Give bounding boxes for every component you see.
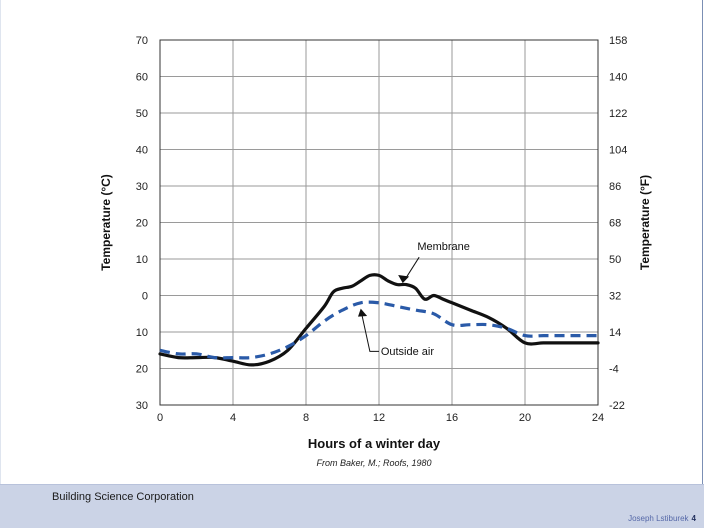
y-tick-label-right: 122 [609,108,627,120]
y-tick-label-left: 50 [136,108,148,120]
footer-author: Joseph Lstiburek [628,514,689,523]
annotation-outside-air: Outside air [381,346,435,358]
x-tick-label: 16 [446,412,458,424]
y-tick-label-right: 158 [609,35,627,47]
series-line-membrane [158,273,600,367]
y-tick-label-right: 14 [609,327,621,339]
series-layer [158,273,600,367]
x-tick-label: 24 [592,412,604,424]
y-tick-label-right: 50 [609,254,621,266]
y-axis-label-right: Temperature (°F) [638,175,652,270]
y-tick-label-left: 40 [136,145,148,157]
y-tick-label-left: 70 [136,35,148,47]
temperature-chart: 0 4 8 12 16 20 24 70 60 50 40 30 20 10 0 10 20 30 158 140 12… [99,35,652,468]
annotation-membrane: Membrane [417,241,470,253]
x-axis-label: Hours of a winter day [308,436,441,451]
slide-frame [0,0,703,484]
series-line-outside-air [159,300,598,360]
grid [159,39,599,406]
y-tick-label-right: -4 [609,364,619,376]
y-tick-label-left: 10 [136,327,148,339]
annotation-outside-air-pointer [361,313,379,352]
y-tick-label-right: -22 [609,400,625,412]
plot-border [159,39,599,406]
y-tick-label-left: 0 [142,291,148,303]
annotations: Membrane Outside air [358,241,470,358]
x-tick-label: 20 [519,412,531,424]
x-tick-label: 12 [373,412,385,424]
y-tick-label-right: 68 [609,218,621,230]
y-tick-label-left: 30 [136,181,148,193]
x-tick-label: 8 [303,412,309,424]
annotation-outside-air-arrowhead [358,308,368,317]
y-tick-label-right: 104 [609,145,627,157]
source-caption: From Baker, M.; Roofs, 1980 [316,458,431,468]
y-axis-label-left: Temperature (°C) [99,174,113,271]
x-tick-label: 4 [230,412,236,424]
footer-organization: Building Science Corporation [52,491,194,503]
y-tick-label-left: 60 [136,72,148,84]
footer-credit: Joseph Lstiburek 4 [628,514,696,523]
y-tick-label-right: 86 [609,181,621,193]
page-number: 4 [691,514,696,523]
y-tick-label-left: 10 [136,254,148,266]
annotation-membrane-arrowhead [398,275,410,284]
y-tick-label-left: 20 [136,364,148,376]
y-tick-label-right: 140 [609,72,627,84]
tick-labels: 0 4 8 12 16 20 24 70 60 50 40 30 20 10 0 10 20 30 158 140 12… [136,35,628,424]
y-tick-label-left: 30 [136,400,148,412]
y-tick-label-right: 32 [609,291,621,303]
y-tick-label-left: 20 [136,218,148,230]
x-tick-label: 0 [157,412,163,424]
footer-bar: Building Science Corporation Joseph Lsti… [0,484,704,528]
